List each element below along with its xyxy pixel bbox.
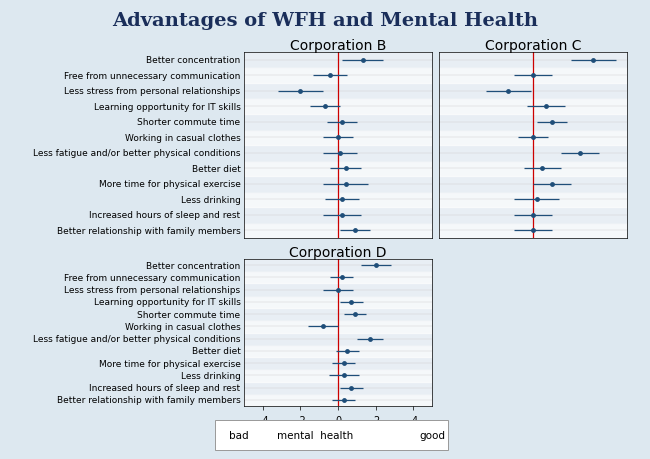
Bar [439,177,627,192]
Text: Better relationship with family members: Better relationship with family members [57,226,240,235]
Text: Learning opportunity for IT skills: Learning opportunity for IT skills [94,298,240,307]
Bar [439,68,627,84]
Bar [439,115,627,130]
Text: Free from unnecessary communication: Free from unnecessary communication [64,273,240,282]
Bar [244,99,432,115]
Bar [244,192,432,207]
Bar [244,333,432,345]
Text: Better concentration: Better concentration [146,56,240,65]
Text: mental  health: mental health [277,430,354,440]
Bar [244,146,432,161]
Bar [244,320,432,333]
Bar [439,192,627,207]
Text: good: good [419,430,445,440]
Text: Less stress from personal relationships: Less stress from personal relationships [64,285,240,294]
Bar [244,369,432,382]
Bar [244,161,432,177]
Text: Less fatigue and/or better physical conditions: Less fatigue and/or better physical cond… [33,149,240,158]
Text: Increased hours of sleep and rest: Increased hours of sleep and rest [90,383,240,392]
Bar [244,296,432,308]
Text: Better relationship with family members: Better relationship with family members [57,396,240,404]
Text: Learning opportunity for IT skills: Learning opportunity for IT skills [94,102,240,112]
Bar [244,223,432,239]
Bar [244,272,432,284]
Title: Corporation D: Corporation D [289,246,387,259]
Bar [439,84,627,99]
Text: Working in casual clothes: Working in casual clothes [125,322,240,331]
Text: Better diet: Better diet [192,164,240,174]
Bar [244,308,432,320]
Text: Free from unnecessary communication: Free from unnecessary communication [64,72,240,80]
Text: Shorter commute time: Shorter commute time [137,310,240,319]
Bar [244,177,432,192]
Bar [244,357,432,369]
Bar [244,115,432,130]
Bar [439,207,627,223]
Text: Working in casual clothes: Working in casual clothes [125,134,240,142]
Bar [244,207,432,223]
Text: Increased hours of sleep and rest: Increased hours of sleep and rest [90,211,240,220]
Bar [244,53,432,68]
Text: Less stress from personal relationships: Less stress from personal relationships [64,87,240,96]
Bar [439,53,627,68]
Bar [439,161,627,177]
Bar [244,284,432,296]
Bar [439,99,627,115]
Bar [244,68,432,84]
Text: Better diet: Better diet [192,347,240,356]
Text: Advantages of WFH and Mental Health: Advantages of WFH and Mental Health [112,11,538,29]
Bar [439,146,627,161]
Text: Less drinking: Less drinking [181,196,240,204]
Bar [244,259,432,272]
Bar [439,223,627,239]
Title: Corporation C: Corporation C [485,39,581,53]
Text: More time for physical exercise: More time for physical exercise [99,180,240,189]
Text: Less fatigue and/or better physical conditions: Less fatigue and/or better physical cond… [33,335,240,343]
Bar [244,345,432,357]
Title: Corporation B: Corporation B [290,39,386,53]
Text: Less drinking: Less drinking [181,371,240,380]
Bar [439,130,627,146]
Bar [244,130,432,146]
Text: Better concentration: Better concentration [146,261,240,270]
Bar [244,84,432,99]
Bar [244,382,432,394]
Text: More time for physical exercise: More time for physical exercise [99,359,240,368]
Bar [244,394,432,406]
Text: bad: bad [229,430,248,440]
Text: Shorter commute time: Shorter commute time [137,118,240,127]
